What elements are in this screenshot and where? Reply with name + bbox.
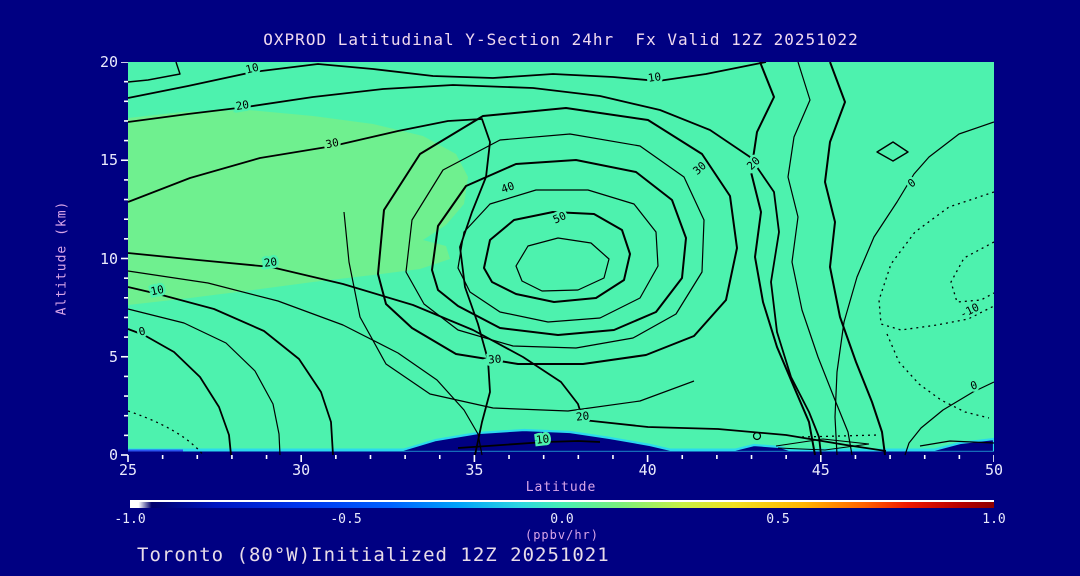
colorbar-gradient [130,502,994,508]
x-tick-label: 45 [811,461,830,479]
x-tick-label: 50 [984,461,1004,479]
contour-value-label: 20 [575,409,590,423]
colorbar-tick-label: 0.5 [766,512,790,527]
x-tick-label: 40 [638,461,657,479]
contour-value-label: 20 [235,98,250,113]
x-tick-label: 25 [118,461,138,479]
colorbar-tick-label: -0.5 [330,512,362,527]
axis-tick-marks [121,62,994,462]
colorbar-unit-label: (ppbv/hr) [524,528,600,542]
contour-value-label: 10 [647,70,662,85]
contour-value-label: 30 [488,353,502,367]
colorbar-tick-label: 0.0 [550,512,574,527]
contour-value-label: 20 [263,255,278,270]
plot-title: OXPROD Latitudinal Y-Section 24hr Fx Val… [263,30,859,49]
y-tick-label: 10 [99,249,118,268]
footer-initialization-text: Toronto (80°W)Initialized 12Z 20251021 [137,544,610,566]
contour-value-label: 30 [324,136,340,151]
x-axis-title: Latitude [525,480,597,495]
y-tick-label: 5 [108,347,118,366]
colorbar-tick-label: 1.0 [982,512,1006,527]
y-tick-label: 20 [99,53,118,71]
y-tick-label: 0 [108,446,118,464]
colorbar-tick-label: -1.0 [114,512,146,527]
fill-navy-bottom-band [128,451,994,455]
contour-value-label: 10 [149,283,165,298]
fill-blue-surface-strip [128,449,183,452]
contour-lines [127,62,994,456]
x-tick-label: 35 [465,461,484,479]
fill-light-green-region [128,110,468,305]
x-tick-label: 30 [292,461,311,479]
contour-value-label: 10 [535,432,550,446]
colorbar-top-line [130,500,994,502]
y-tick-label: 15 [99,151,118,170]
